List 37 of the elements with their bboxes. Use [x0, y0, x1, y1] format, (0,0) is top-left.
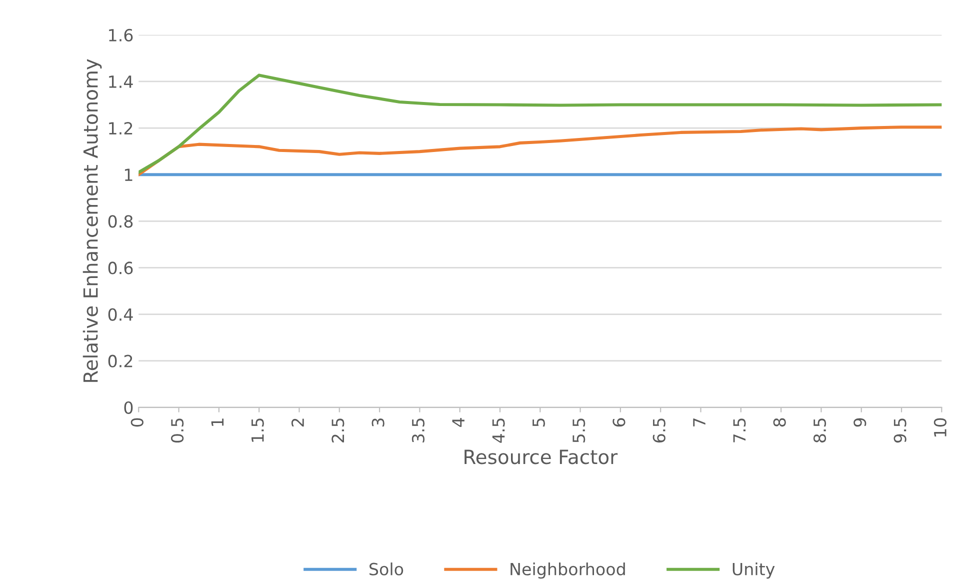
y-tick-label: 1.6 — [109, 28, 133, 42]
x-tick-label: 6 — [612, 418, 626, 427]
legend-label: Unity — [732, 562, 775, 579]
y-tick-label: 0.6 — [108, 262, 133, 274]
legend-label: Solo — [370, 562, 404, 576]
y-tick-label: 1 — [124, 168, 132, 181]
x-tick-label: 5.5 — [572, 418, 586, 442]
x-tick-label: 8 — [773, 418, 786, 427]
line-series — [138, 126, 942, 176]
x-tick-label: 4 — [452, 418, 464, 427]
y-axis-title: Relative Enhancement Autonomy — [82, 59, 102, 382]
y-tick-label: 0.2 — [108, 354, 132, 368]
y-tick-label: 1.4 — [109, 76, 133, 88]
x-tick-label: 10 — [934, 418, 946, 436]
x-tick-label: 0 — [130, 418, 144, 427]
y-tick-label: 0 — [124, 401, 133, 414]
x-tick-label: 4.5 — [492, 418, 505, 443]
x-tick-label: 5 — [532, 418, 545, 426]
y-tick-label: 1.2 — [109, 122, 132, 134]
x-tick-label: 7 — [693, 418, 706, 426]
x-tick-label: 7.5 — [733, 418, 746, 442]
x-axis-title: Resource Factor — [464, 450, 618, 464]
x-tick-label: 2 — [291, 418, 304, 427]
line-series — [138, 74, 942, 174]
x-tick-label: 1 — [211, 418, 224, 426]
x-tick-label: 3.5 — [412, 418, 425, 442]
x-tick-label: 8.5 — [813, 418, 826, 442]
y-tick-label: 0.8 — [108, 215, 133, 228]
y-tick-label: 0.4 — [108, 308, 133, 321]
legend-label: Neighborhood — [510, 562, 625, 579]
x-tick-label: 9.5 — [894, 418, 906, 443]
x-tick-label: 1.5 — [252, 418, 264, 442]
x-tick-label: 6.5 — [652, 418, 666, 442]
x-tick-label: 2.5 — [332, 418, 344, 442]
x-tick-label: 3 — [372, 418, 384, 426]
x-tick-label: 0.5 — [171, 418, 184, 443]
x-tick-label: 9 — [854, 418, 866, 427]
